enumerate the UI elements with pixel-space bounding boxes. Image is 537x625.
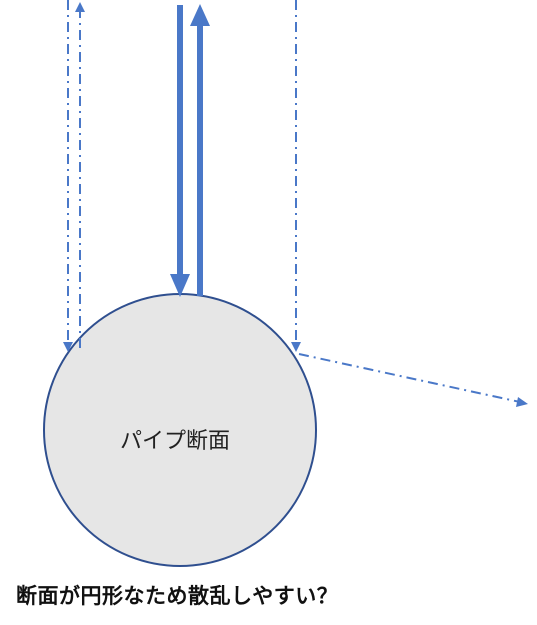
left-edge-incident-ray [63,0,73,352]
left-edge-reflected-ray [75,2,85,348]
pipe-label: パイプ断面 [120,429,230,454]
direct-incident-ray [170,5,190,297]
right-edge-scattered-ray [298,353,528,407]
direct-reflected-ray [190,4,210,296]
diagram-caption: 断面が円形なため散乱しやすい？ [16,584,339,608]
right-edge-incident-ray [291,0,301,352]
